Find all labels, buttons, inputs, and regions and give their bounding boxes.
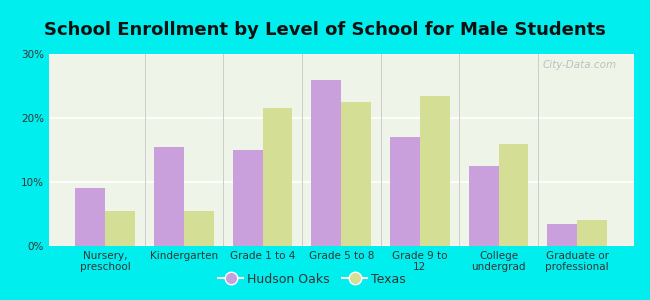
Bar xyxy=(499,144,528,246)
Bar xyxy=(263,108,292,246)
Text: City-Data.com: City-Data.com xyxy=(542,60,616,70)
Legend: Hudson Oaks, Texas: Hudson Oaks, Texas xyxy=(213,268,411,291)
Bar xyxy=(420,96,450,246)
Bar xyxy=(469,166,499,246)
Bar xyxy=(311,80,341,246)
Bar xyxy=(577,220,607,246)
Bar xyxy=(154,147,184,246)
Bar xyxy=(233,150,263,246)
Bar xyxy=(341,102,371,246)
Bar xyxy=(184,211,214,246)
Bar xyxy=(105,211,135,246)
Bar xyxy=(547,224,577,246)
Text: School Enrollment by Level of School for Male Students: School Enrollment by Level of School for… xyxy=(44,21,606,39)
Bar xyxy=(390,137,420,246)
Bar xyxy=(75,188,105,246)
